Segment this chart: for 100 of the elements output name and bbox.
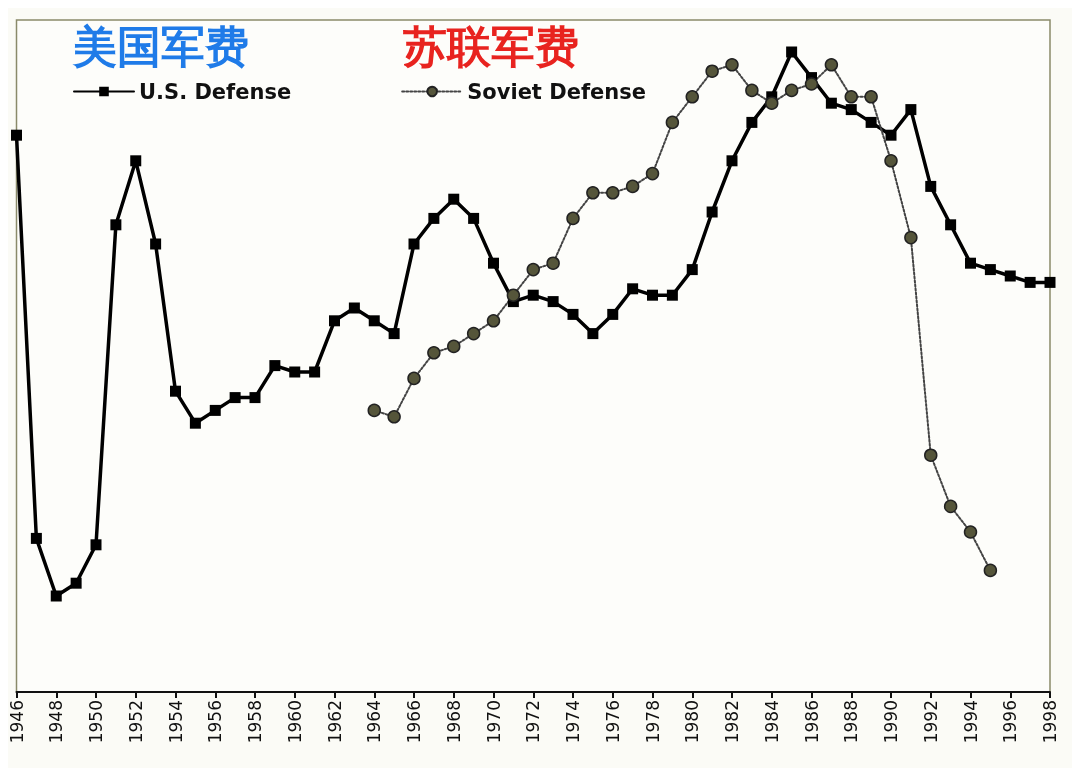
point [905,104,917,116]
x-tick-label: 1978 [642,700,663,744]
point [488,257,499,269]
point [547,296,559,308]
point [925,180,937,192]
point [745,83,759,98]
x-tick-label: 1998 [1040,700,1060,744]
point [289,366,301,378]
point [30,532,42,544]
point [566,211,580,226]
x-tick-label: 1974 [563,700,583,744]
point [627,283,639,295]
point [945,219,957,231]
point [90,539,102,551]
point [468,212,480,224]
x-tick-label: 1966 [404,700,424,744]
x-tick-label: 1954 [165,700,186,744]
point [647,289,658,301]
annotation: 苏联军费 [402,20,579,72]
point [904,230,918,245]
point [746,116,758,128]
point [686,264,698,276]
x-tick-label: 1990 [881,700,901,744]
x-tick-label: 1982 [722,700,742,744]
x-tick-label: 1996 [1000,700,1021,744]
point [844,90,858,104]
point [965,257,976,269]
x-tick-label: 1962 [324,700,345,744]
x-tick-label: 1950 [86,700,106,744]
point [11,129,22,141]
annotation: 美国军费 [72,20,249,72]
x-tick-label: 1970 [483,700,504,744]
point [367,403,381,418]
point [645,166,660,181]
point [249,392,261,404]
x-tick-label: 1964 [364,700,385,744]
point [447,339,461,354]
point [486,314,501,328]
point [50,590,62,602]
point [1004,270,1016,282]
point [983,563,998,578]
point [784,83,799,98]
x-tick-label: 1960 [284,700,305,744]
point [329,315,340,327]
x-tick-label: 1952 [125,700,146,744]
point [824,58,839,72]
x-tick-label: 1988 [841,700,862,744]
point [229,392,241,404]
x-tick-label: 1958 [245,700,265,744]
point [209,404,221,416]
point [526,262,540,277]
point [466,326,481,341]
point [388,328,400,340]
x-tick-label: 1976 [602,700,623,744]
point [368,315,380,327]
point [924,448,938,462]
point [786,46,798,58]
point [943,499,958,514]
point [845,104,857,116]
point [705,64,719,78]
point [725,58,739,72]
x-tick-label: 1972 [523,700,544,744]
point [825,97,837,109]
point [984,264,996,276]
point [110,219,122,231]
x-tick-label: 1994 [960,700,981,744]
x-tick-label: 1992 [920,700,941,744]
point [804,77,819,91]
point [865,116,877,128]
point [448,193,460,205]
point [963,525,978,539]
point [685,90,699,104]
point [884,154,898,168]
point [546,256,560,270]
x-tick-label: 1948 [46,700,67,744]
point [567,308,579,320]
x-tick-label: 1956 [205,700,226,744]
x-tick-label: 1946 [6,700,27,744]
point [606,186,620,200]
point [269,360,281,372]
point [527,289,539,301]
point [408,238,420,250]
point [309,366,321,378]
point [586,186,600,200]
x-tick-label: 1968 [443,700,464,744]
point [864,90,878,104]
legend-label: Soviet Defense [467,79,646,104]
point [428,212,440,224]
point [170,385,181,397]
point [427,346,441,360]
x-tick-label: 1980 [682,700,703,744]
point [885,129,897,141]
point [130,155,142,167]
point [150,238,162,250]
point [666,289,678,301]
point [407,371,421,386]
point [765,96,779,110]
legend-label: U.S. Defense [139,79,292,104]
x-tick-label: 1986 [801,700,822,744]
point [189,417,201,429]
